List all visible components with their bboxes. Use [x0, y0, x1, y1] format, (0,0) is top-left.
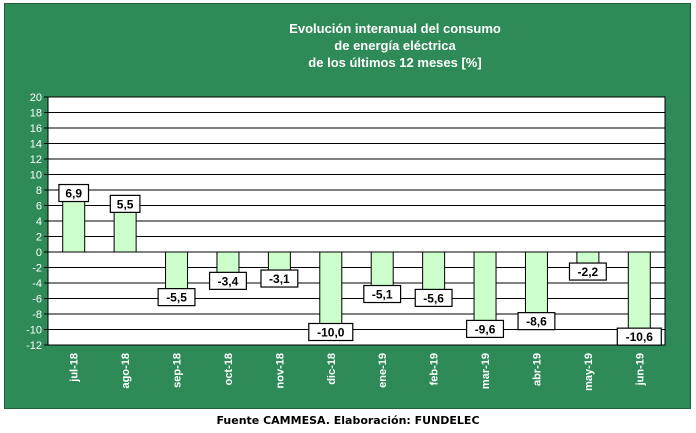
data-label: -10,6	[626, 330, 654, 344]
bars	[62, 198, 651, 335]
data-label: -5,1	[372, 288, 393, 302]
x-tick-label: jul-18	[69, 353, 81, 383]
x-tick-label: jun-19	[634, 353, 646, 386]
y-tick-label: 2	[36, 232, 42, 244]
data-label: -3,4	[218, 274, 239, 288]
x-tick-label: dic-18	[326, 353, 338, 385]
y-tick-label: 0	[36, 247, 42, 259]
y-tick-label: 12	[30, 154, 42, 166]
data-label: -5,6	[423, 291, 444, 305]
y-tick-label: 4	[36, 216, 42, 228]
data-label: -10,0	[317, 326, 345, 340]
x-axis-ticks: jul-18 ago-18 sep-18 oct-18 nov-18 dic-18 ene-…	[69, 353, 647, 391]
data-label-box	[517, 312, 556, 331]
data-label-box	[260, 269, 299, 288]
data-label: 5,5	[117, 197, 134, 211]
y-tick-label: 6	[36, 201, 42, 213]
x-tick-label: ene-19	[377, 353, 389, 388]
data-label-box	[157, 288, 196, 307]
data-label-box	[58, 183, 90, 203]
y-tick-label: 20	[30, 92, 42, 104]
y-tick-label: 14	[30, 139, 42, 151]
data-label: -3,1	[269, 272, 290, 286]
data-label-box	[568, 262, 607, 281]
y-tick-label: -2	[32, 263, 42, 275]
y-tick-label: 10	[30, 170, 42, 182]
y-tick-label: 18	[30, 108, 42, 120]
chart-title-line-1: Evolución interanual del consumo	[289, 21, 501, 36]
bar	[113, 208, 137, 253]
data-label-box	[414, 288, 453, 307]
x-tick-label: sep-18	[172, 353, 184, 388]
data-label-box	[208, 271, 247, 290]
data-label: -8,6	[526, 315, 547, 329]
data-labels: 6,9 5,5 -5,5 -3,4 -3,1 -10,0 -5,1 -5,6 -9,6 -8,6 -…	[58, 183, 662, 346]
data-label: -9,6	[475, 322, 496, 336]
x-tick-label: ago-18	[120, 353, 132, 388]
data-label: -5,5	[166, 291, 187, 305]
y-tick-label: 8	[36, 185, 42, 197]
x-tick-label: nov-18	[274, 353, 286, 388]
y-tick-label: -6	[32, 294, 42, 306]
bar	[62, 198, 86, 253]
y-tick-label: 16	[30, 123, 42, 135]
data-label-box	[109, 194, 141, 213]
chart-title-line-3: de los últimos 12 meses [%]	[308, 55, 482, 70]
data-label-box	[616, 327, 662, 346]
bar	[473, 251, 497, 327]
bar	[319, 251, 343, 330]
source-note: Fuente CAMMESA. Elaboración: FUNDELEC	[216, 414, 480, 427]
data-label-box	[466, 319, 505, 338]
gridlines	[48, 112, 665, 330]
bar	[627, 251, 651, 335]
data-label-box	[363, 284, 402, 304]
y-tick-label: -8	[32, 309, 42, 321]
y-tick-label: -4	[32, 278, 42, 290]
y-tick-label: -12	[26, 340, 42, 352]
chart-title-line-2: de energía eléctrica	[334, 38, 456, 53]
x-tick-label: may-19	[583, 353, 595, 391]
y-axis-ticks: -12 -10 -8 -6 -4 -2 0 2 4 6 8 10 12 14 16 18 20	[26, 92, 48, 352]
x-tick-label: mar-19	[480, 353, 492, 389]
bar	[524, 251, 548, 320]
x-tick-label: oct-18	[223, 353, 235, 385]
x-tick-label: abr-19	[531, 353, 543, 386]
y-tick-label: -10	[26, 325, 42, 337]
data-label: -2,2	[578, 265, 599, 279]
chart-title: Evolución interanual del consumo de ener…	[240, 20, 550, 71]
x-tick-label: feb-19	[429, 353, 441, 385]
data-label: 6,9	[65, 187, 82, 201]
data-label-box	[308, 322, 354, 342]
